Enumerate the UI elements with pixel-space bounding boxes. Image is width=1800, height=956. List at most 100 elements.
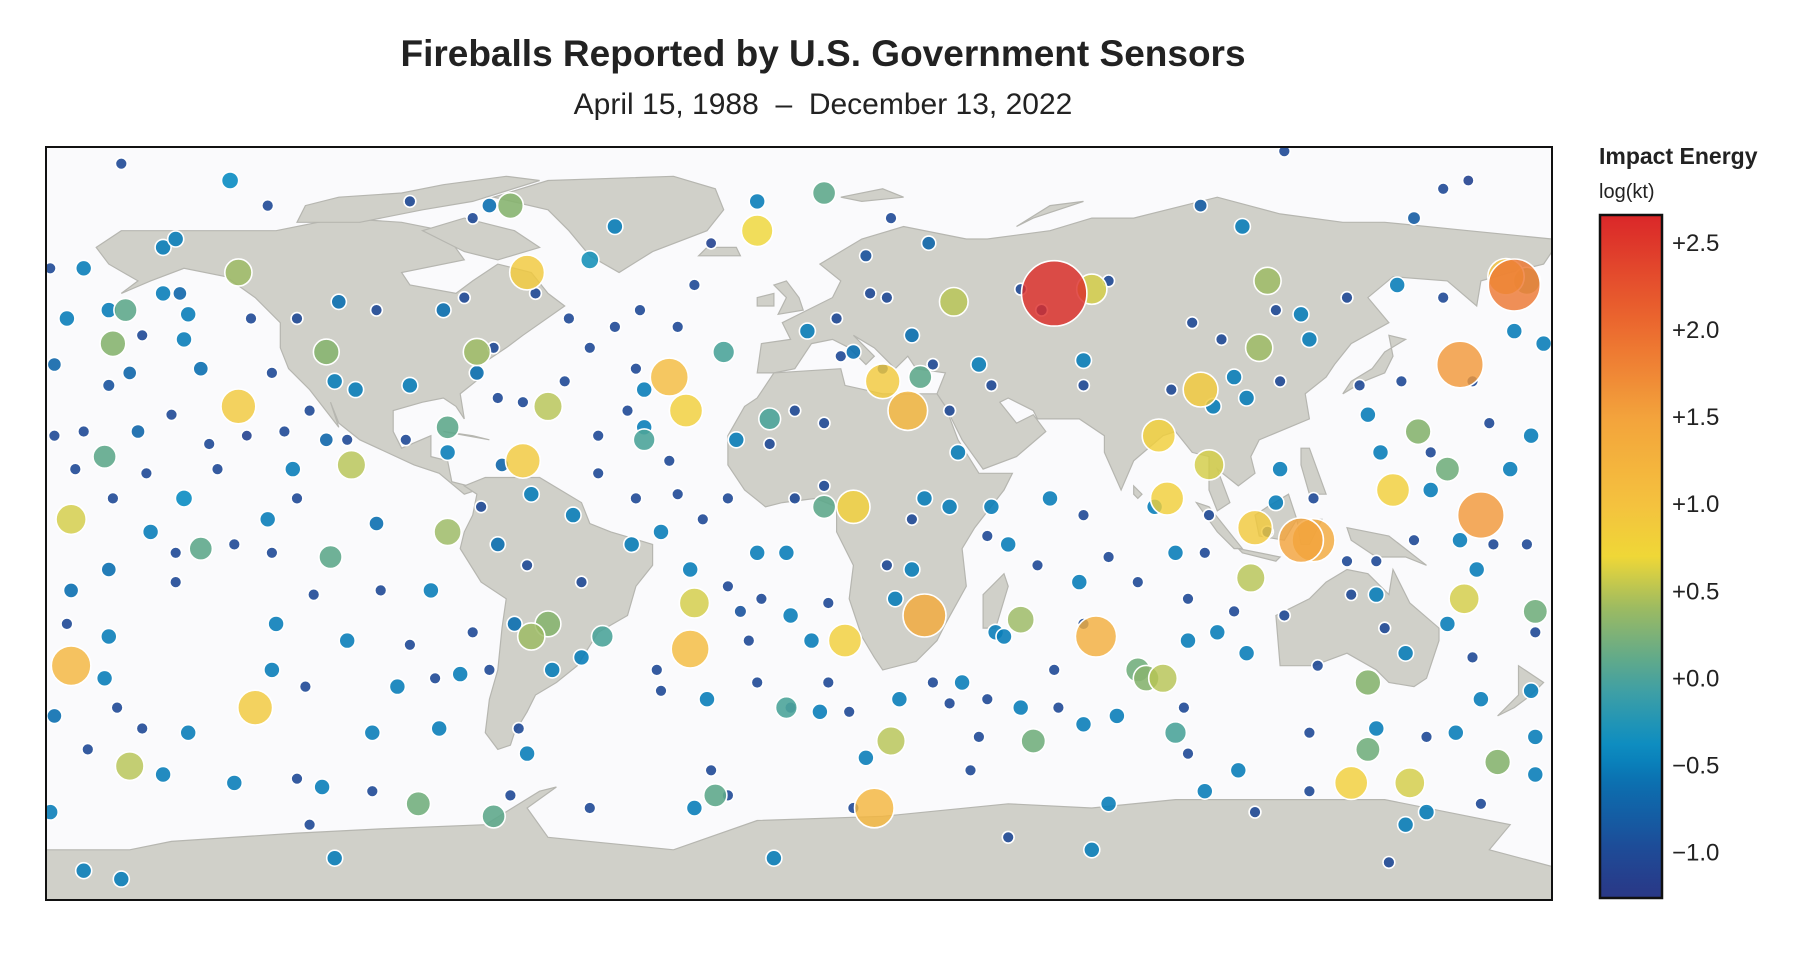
fireball-point: [258, 510, 277, 529]
fireball-point: [112, 870, 131, 888]
fireball-point: [781, 606, 800, 625]
fireball-point: [363, 723, 382, 742]
fireball-point: [963, 763, 978, 777]
fireball-point: [1001, 830, 1015, 844]
fireball-point: [681, 560, 700, 579]
fireball-point: [1193, 448, 1225, 481]
fireball-point: [1423, 445, 1438, 460]
fireball-point: [798, 322, 817, 340]
fireball-point: [903, 326, 921, 344]
fireball-point: [428, 671, 442, 685]
fireball-point: [654, 684, 668, 698]
fireball-point: [113, 297, 138, 323]
fireball-point: [1253, 266, 1282, 296]
fireball-point: [263, 661, 281, 679]
fireball-point: [774, 695, 799, 720]
fireball-point: [388, 677, 407, 696]
fireball-point: [313, 778, 331, 796]
fireball-point: [857, 748, 875, 767]
fireball-point: [307, 587, 321, 602]
fireball-point: [1074, 351, 1093, 370]
fireball-point: [101, 378, 116, 393]
fireball-point: [225, 774, 244, 792]
fireball-point: [696, 512, 710, 526]
fireball-point: [1047, 663, 1061, 677]
fireball-point: [1177, 700, 1191, 715]
fireball-point: [466, 625, 480, 639]
fireball-point: [1051, 700, 1066, 715]
fireball-point: [887, 390, 929, 432]
fireball-point: [1377, 621, 1392, 635]
fireball-point: [1198, 546, 1212, 560]
fireball-point: [114, 157, 129, 171]
fireball-point: [1447, 723, 1465, 742]
fireball-point: [261, 198, 275, 213]
fireball-point: [875, 725, 907, 757]
fireball-point: [312, 338, 340, 366]
fireball-point: [633, 303, 647, 317]
map-panel: [45, 146, 1553, 901]
colorbar-unit: log(kt): [1599, 181, 1655, 203]
fireball-point: [880, 290, 894, 305]
fireball-point: [1300, 330, 1319, 349]
fireball-point: [114, 750, 145, 782]
fireball-point: [1267, 493, 1285, 512]
fireball-point: [1149, 480, 1185, 516]
colorbar-tick-label: +2.5: [1672, 230, 1719, 257]
fireball-point: [685, 799, 704, 817]
fireball-point: [368, 515, 385, 532]
fireball-point: [670, 487, 685, 501]
land-sri-lanka: [1133, 484, 1143, 500]
fireball-point: [1233, 217, 1252, 236]
fireball-point: [1182, 371, 1219, 408]
fireball-point: [748, 192, 767, 211]
fireball-point: [1404, 417, 1432, 446]
colorbar-tick-label: +0.0: [1672, 666, 1719, 693]
fireball-point: [754, 592, 769, 606]
fireball-point: [430, 719, 449, 738]
fireball-point: [100, 627, 118, 646]
fireball-point: [336, 449, 367, 481]
fireball-point: [652, 523, 670, 541]
fireball-point: [1302, 784, 1317, 798]
fireball-point: [1179, 631, 1197, 650]
fireball-point: [1528, 625, 1543, 639]
fireball-point: [227, 537, 242, 552]
fireball-point: [622, 535, 641, 554]
land-arctic-islands: [296, 175, 540, 223]
fireball-point: [1041, 489, 1059, 508]
fireball-point: [845, 343, 862, 361]
fireball-point: [649, 357, 690, 397]
fireball-point: [302, 817, 317, 832]
fireball-point: [591, 466, 605, 480]
fireball-point: [518, 744, 536, 763]
fireball-point: [1461, 174, 1475, 188]
fireball-point: [179, 305, 197, 324]
fireball-point: [508, 254, 546, 291]
fireball-point: [169, 575, 183, 589]
fireball-point: [1417, 803, 1436, 821]
fireball-point: [99, 329, 127, 358]
fireball-point: [915, 489, 934, 508]
fireball-point: [1340, 554, 1354, 568]
fireball-point: [811, 180, 837, 206]
fireball-point: [290, 311, 304, 326]
fireball-point: [283, 460, 302, 478]
fireball-point: [175, 330, 193, 349]
fireball-point: [721, 491, 735, 506]
fireball-point: [1248, 805, 1262, 819]
fireball-point: [434, 301, 452, 319]
fireball-point: [920, 235, 937, 252]
fireball-point: [1421, 481, 1440, 499]
land-svalbard: [840, 188, 904, 203]
fireball-point: [1367, 585, 1386, 604]
chart-title: Fireballs Reported by U.S. Government Se…: [400, 33, 1245, 74]
fireball-point: [516, 395, 530, 409]
fireball-point: [1269, 303, 1283, 317]
fireball-point: [210, 462, 225, 476]
fireball-point: [1375, 472, 1411, 508]
fireball-point: [489, 536, 507, 553]
fireball-point: [325, 849, 344, 868]
land-new-guinea: [1346, 526, 1427, 566]
fireball-point: [1208, 623, 1227, 642]
